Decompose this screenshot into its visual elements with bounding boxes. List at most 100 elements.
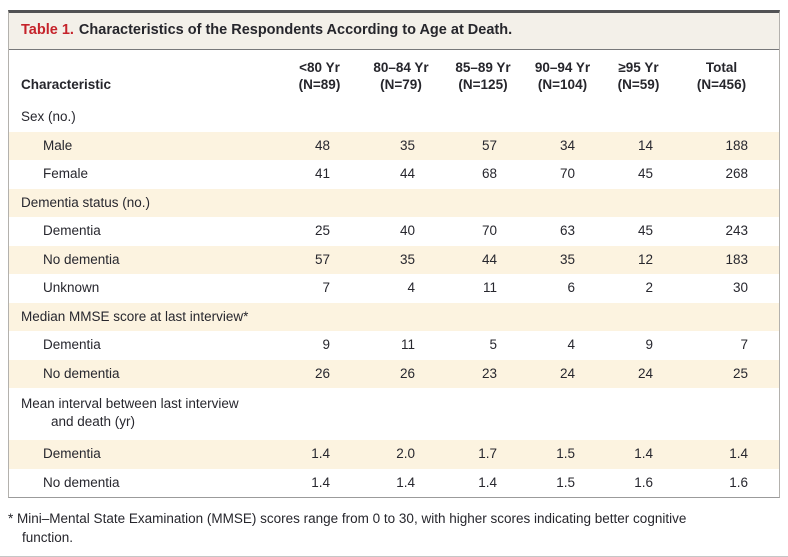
row-label: No dementia bbox=[43, 251, 120, 267]
column-header-line1: Total bbox=[705, 60, 738, 75]
cell-value: 12 bbox=[637, 251, 653, 267]
table-row-mmse-dementia: Dementia 9 11 5 4 9 7 bbox=[9, 331, 779, 360]
row-label: Dementia bbox=[43, 446, 101, 461]
cell-value: 25 bbox=[314, 223, 330, 238]
cell-value: 1.4 bbox=[729, 446, 748, 461]
cell-value: 26 bbox=[314, 365, 330, 381]
footnote-marker: * bbox=[8, 511, 14, 526]
row-label: Female bbox=[43, 166, 89, 181]
cell-value: 1.4 bbox=[478, 474, 497, 490]
cell-value: 14 bbox=[637, 137, 653, 153]
cell-value: 183 bbox=[725, 251, 748, 267]
cell-value: 11 bbox=[400, 337, 415, 352]
column-header-line2: (N=59) bbox=[617, 77, 660, 92]
data-table: Characteristic <80 Yr (N=89) 80–84 Yr (N… bbox=[9, 50, 779, 497]
cell-value: 45 bbox=[637, 166, 653, 181]
cell-value: 2.0 bbox=[396, 446, 415, 461]
cell-value: 9 bbox=[645, 337, 653, 352]
column-header-line2: (N=104) bbox=[537, 77, 588, 92]
column-header-95-plus: ≥95 Yr (N=59) bbox=[601, 50, 676, 103]
row-label: Dementia bbox=[43, 337, 101, 352]
cell-value: 1.7 bbox=[478, 446, 497, 461]
cell-value: 35 bbox=[559, 251, 575, 267]
cell-value: 57 bbox=[481, 137, 497, 153]
cell-value: 26 bbox=[399, 365, 415, 381]
cell-value: 34 bbox=[559, 137, 575, 153]
table-row-interval-no-dementia: No dementia 1.4 1.4 1.4 1.5 1.6 1.6 bbox=[9, 469, 779, 498]
column-header-85-89: 85–89 Yr (N=125) bbox=[442, 50, 524, 103]
cell-value: 1.4 bbox=[311, 474, 330, 490]
cell-value: 40 bbox=[399, 223, 415, 238]
cell-value: 57 bbox=[314, 251, 330, 267]
row-label: No dementia bbox=[43, 365, 120, 381]
row-label-line1: Mean interval between last interview bbox=[21, 396, 239, 411]
table-figure: Table 1. Characteristics of the Responden… bbox=[8, 10, 780, 498]
cell-value: 1.4 bbox=[311, 446, 330, 461]
row-label: Sex (no.) bbox=[21, 109, 76, 124]
cell-value: 1.4 bbox=[634, 446, 653, 461]
column-header-line2: (N=79) bbox=[380, 77, 422, 92]
column-header-line2: (N=89) bbox=[298, 77, 341, 92]
cell-value: 41 bbox=[314, 166, 330, 181]
cell-value: 44 bbox=[481, 251, 497, 267]
cell-value: 30 bbox=[732, 280, 748, 295]
column-header-characteristic: Characteristic bbox=[21, 77, 112, 92]
column-header-line1: 80–84 Yr bbox=[373, 60, 429, 75]
table-row-female: Female 41 44 68 70 45 268 bbox=[9, 160, 779, 189]
cell-value: 1.4 bbox=[396, 474, 415, 490]
cell-value: 11 bbox=[482, 280, 497, 295]
cell-value: 243 bbox=[725, 223, 748, 238]
cell-value: 25 bbox=[732, 365, 748, 381]
cell-value: 1.6 bbox=[729, 474, 748, 490]
row-label: Dementia status (no.) bbox=[21, 194, 151, 210]
cell-value: 7 bbox=[322, 280, 330, 295]
table-row-section-mmse: Median MMSE score at last interview* bbox=[9, 302, 779, 331]
column-header-total: Total (N=456) bbox=[676, 50, 779, 103]
cell-value: 35 bbox=[399, 251, 415, 267]
header-row: Characteristic <80 Yr (N=89) 80–84 Yr (N… bbox=[9, 50, 779, 103]
row-label: Male bbox=[43, 137, 73, 153]
row-label: No dementia bbox=[43, 474, 120, 490]
table-row-dementia: Dementia 25 40 70 63 45 243 bbox=[9, 217, 779, 246]
table-row-no-dementia: No dementia 57 35 44 35 12 183 bbox=[9, 245, 779, 274]
row-label: Unknown bbox=[43, 280, 100, 295]
cell-value: 23 bbox=[481, 365, 497, 381]
table-row-unknown: Unknown 7 4 11 6 2 30 bbox=[9, 274, 779, 303]
cell-value: 1.6 bbox=[634, 474, 653, 490]
cell-value: 4 bbox=[567, 337, 575, 352]
row-label: Median MMSE score at last interview* bbox=[21, 308, 249, 324]
cell-value: 63 bbox=[559, 223, 575, 238]
table-row-male: Male 48 35 57 34 14 188 bbox=[9, 131, 779, 160]
column-header-line2: (N=456) bbox=[696, 77, 747, 92]
cell-value: 24 bbox=[637, 365, 653, 381]
cell-value: 268 bbox=[725, 166, 748, 181]
cell-value: 9 bbox=[322, 337, 330, 352]
cell-value: 45 bbox=[637, 223, 653, 238]
table-title-bar: Table 1. Characteristics of the Responden… bbox=[9, 13, 779, 50]
cell-value: 5 bbox=[489, 337, 497, 352]
cell-value: 44 bbox=[399, 166, 415, 181]
cell-value: 6 bbox=[567, 280, 575, 295]
cell-value: 7 bbox=[740, 337, 748, 352]
column-header-80-84: 80–84 Yr (N=79) bbox=[360, 50, 442, 103]
table-title-text: Characteristics of the Respondents Accor… bbox=[78, 22, 513, 38]
table-row-mmse-no-dementia: No dementia 26 26 23 24 24 25 bbox=[9, 359, 779, 388]
table-row-section-sex: Sex (no.) bbox=[9, 103, 779, 132]
cell-value: 48 bbox=[314, 137, 330, 153]
table-row-interval-dementia: Dementia 1.4 2.0 1.7 1.5 1.4 1.4 bbox=[9, 440, 779, 469]
cell-value: 4 bbox=[407, 280, 415, 295]
cell-value: 1.5 bbox=[556, 446, 575, 461]
footnote-text: Mini–Mental State Examination (MMSE) sco… bbox=[17, 511, 687, 545]
row-label-line2: and death (yr) bbox=[51, 414, 136, 429]
column-header-line1: 85–89 Yr bbox=[455, 60, 511, 75]
table-row-section-dementia-status: Dementia status (no.) bbox=[9, 188, 779, 217]
cell-value: 1.5 bbox=[556, 474, 575, 490]
column-header-90-94: 90–94 Yr (N=104) bbox=[524, 50, 601, 103]
row-label: Mean interval between last interview and… bbox=[9, 388, 779, 440]
column-header-line1: <80 Yr bbox=[299, 60, 340, 75]
cell-value: 24 bbox=[559, 365, 575, 381]
column-header-line1: 90–94 Yr bbox=[534, 60, 591, 75]
cell-value: 70 bbox=[481, 223, 497, 238]
cell-value: 70 bbox=[559, 166, 575, 181]
cell-value: 35 bbox=[399, 137, 415, 153]
